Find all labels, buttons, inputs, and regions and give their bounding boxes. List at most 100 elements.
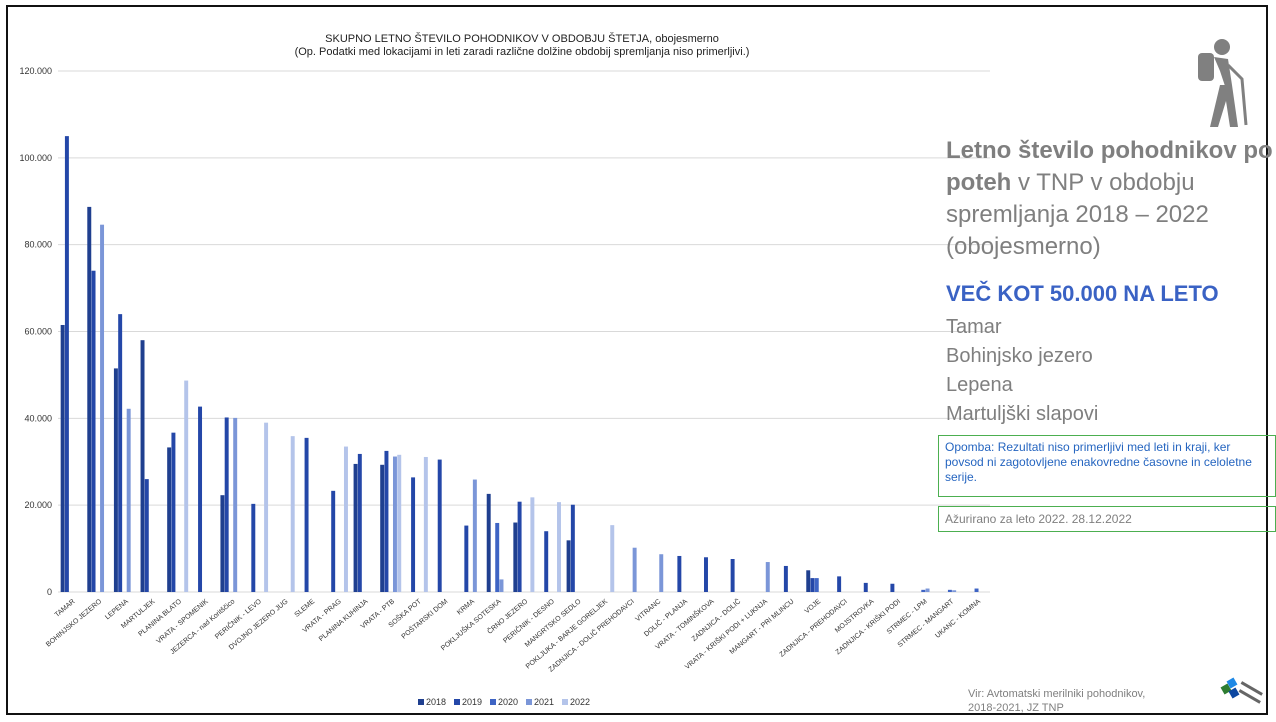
bar-2019: [384, 450, 389, 592]
bar-2019: [837, 576, 842, 592]
bar-2021: [765, 562, 770, 592]
location-item: Tamar: [946, 316, 1002, 338]
bar-2021: [472, 479, 477, 592]
x-tick-label: VOJE: [804, 598, 823, 615]
location-item: Martuljški slapovi: [946, 403, 1099, 425]
legend-label: 2020: [498, 697, 518, 707]
side-heading: VEČ KOT 50.000 NA LETO: [946, 281, 1219, 306]
side-title: Letno število pohodnikov po poteh v TNP …: [946, 135, 1276, 263]
x-tick-label: UKANC - KOMNA: [934, 598, 982, 640]
location-item: Lepena: [946, 374, 1013, 396]
y-tick-label: 0: [47, 587, 52, 597]
bar-2019: [118, 314, 123, 592]
bar-2022: [343, 446, 348, 592]
bar-2018: [87, 206, 92, 592]
legend-swatch: [454, 699, 460, 705]
bar-2019: [304, 437, 309, 592]
chart-subtitle: (Op. Podatki med lokacijami in leti zara…: [295, 46, 750, 58]
x-tick-label: KRMA: [456, 598, 476, 617]
bar-2021: [659, 554, 664, 592]
x-tick-label: PLANINA KUHINJA: [318, 598, 370, 643]
bar-chart: SKUPNO LETNO ŠTEVILO POHODNIKOV V OBDOBJ…: [19, 32, 990, 707]
bar-2022: [610, 525, 615, 592]
x-tick-label: DOLIČ - PLANJA: [642, 596, 689, 638]
x-tick-label: LEPENA: [104, 598, 130, 621]
bar-2019: [331, 490, 336, 592]
bar-2019: [544, 531, 549, 592]
chart-grid: 0 20.000 40.000 60.000 80.000 100.000 120.000: [19, 66, 990, 597]
bar-2021: [126, 408, 131, 592]
bar-2021: [632, 547, 637, 592]
bar-2022: [264, 422, 269, 592]
y-tick-label: 40.000: [24, 413, 52, 423]
bar-2020: [814, 578, 819, 592]
bar-2018: [167, 447, 172, 592]
chart-title: SKUPNO LETNO ŠTEVILO POHODNIKOV V OBDOBJ…: [325, 32, 719, 45]
location-list: Tamar Bohinjsko jezero Lepena Martuljški…: [946, 313, 1098, 429]
bar-2019: [810, 578, 815, 592]
x-tick-label: ZADNJICA - DOLIČ: [689, 597, 742, 643]
legend-swatch: [418, 699, 424, 705]
bar-2018: [353, 463, 358, 592]
bar-2018: [513, 522, 518, 592]
bar-2019: [704, 557, 708, 592]
bar-2019: [677, 555, 682, 592]
bar-2019: [437, 459, 442, 592]
bar-2018: [113, 368, 118, 592]
y-tick-label: 60.000: [24, 327, 52, 337]
bar-2019: [411, 477, 416, 592]
bar-2022: [184, 380, 189, 592]
x-tick-label: BOHINJSKO JEZERO: [45, 598, 104, 649]
y-tick-label: 80.000: [24, 240, 52, 250]
bar-2019: [171, 432, 176, 592]
y-tick-label: 120.000: [19, 66, 52, 76]
bar-2019: [464, 525, 469, 592]
chart-legend: 2018 2019 2020 2021 2022: [418, 697, 590, 707]
bar-2018: [486, 493, 491, 592]
location-item: Bohinjsko jezero: [946, 345, 1093, 367]
chart-bars: [60, 136, 979, 592]
x-tick-label: TAMAR: [54, 598, 77, 619]
bar-2021: [233, 417, 238, 592]
x-tick-label: PERIČNIK - LEVO: [213, 596, 264, 641]
bar-2022: [397, 454, 402, 592]
bar-2019: [64, 136, 69, 592]
updated-box: Ažurirano za leto 2022. 28.12.2022: [938, 506, 1276, 532]
source-text: Vir: Avtomatski merilniki pohodnikov, 20…: [968, 688, 1146, 714]
bar-2018: [806, 570, 811, 592]
note-box: Opomba: Rezultati niso primerljivi med l…: [938, 435, 1276, 497]
x-tick-label: SLEME: [294, 598, 317, 619]
side-title-bold: Letno število pohodnikov po poteh: [946, 137, 1273, 196]
bar-2018: [140, 340, 145, 592]
bar-2020: [947, 589, 952, 592]
bar-2018: [220, 495, 225, 592]
bar-2019: [144, 479, 149, 592]
legend-label: 2018: [426, 697, 446, 707]
bar-2020: [974, 588, 979, 592]
legend-swatch: [526, 699, 532, 705]
y-tick-label: 20.000: [24, 500, 52, 510]
bar-2019: [517, 501, 522, 592]
bar-2022: [423, 456, 428, 592]
bar-2019: [357, 453, 362, 592]
bar-2019: [730, 559, 735, 592]
legend-label: 2021: [534, 697, 554, 707]
side-title-rest: v TNP v obdobju spremljanja 2018 – 2022 …: [946, 169, 1209, 260]
hiker-icon: [1198, 39, 1248, 127]
bar-2019: [91, 270, 96, 592]
slide-frame: SKUPNO LETNO ŠTEVILO POHODNIKOV V OBDOBJ…: [6, 5, 1276, 715]
bar-2022: [530, 497, 535, 592]
bar-2018: [380, 464, 385, 592]
x-tick-label: POŠTARSKI DOM: [399, 597, 449, 641]
bar-2019: [863, 582, 868, 592]
bar-2021: [392, 456, 397, 592]
bar-2021: [925, 588, 930, 592]
bar-2019: [890, 583, 895, 592]
bar-2019: [570, 504, 575, 592]
legend-label: 2019: [462, 697, 482, 707]
bar-2020: [495, 522, 500, 592]
legend-label: 2022: [570, 697, 590, 707]
bar-2022: [557, 502, 561, 592]
bar-2018: [60, 324, 65, 592]
